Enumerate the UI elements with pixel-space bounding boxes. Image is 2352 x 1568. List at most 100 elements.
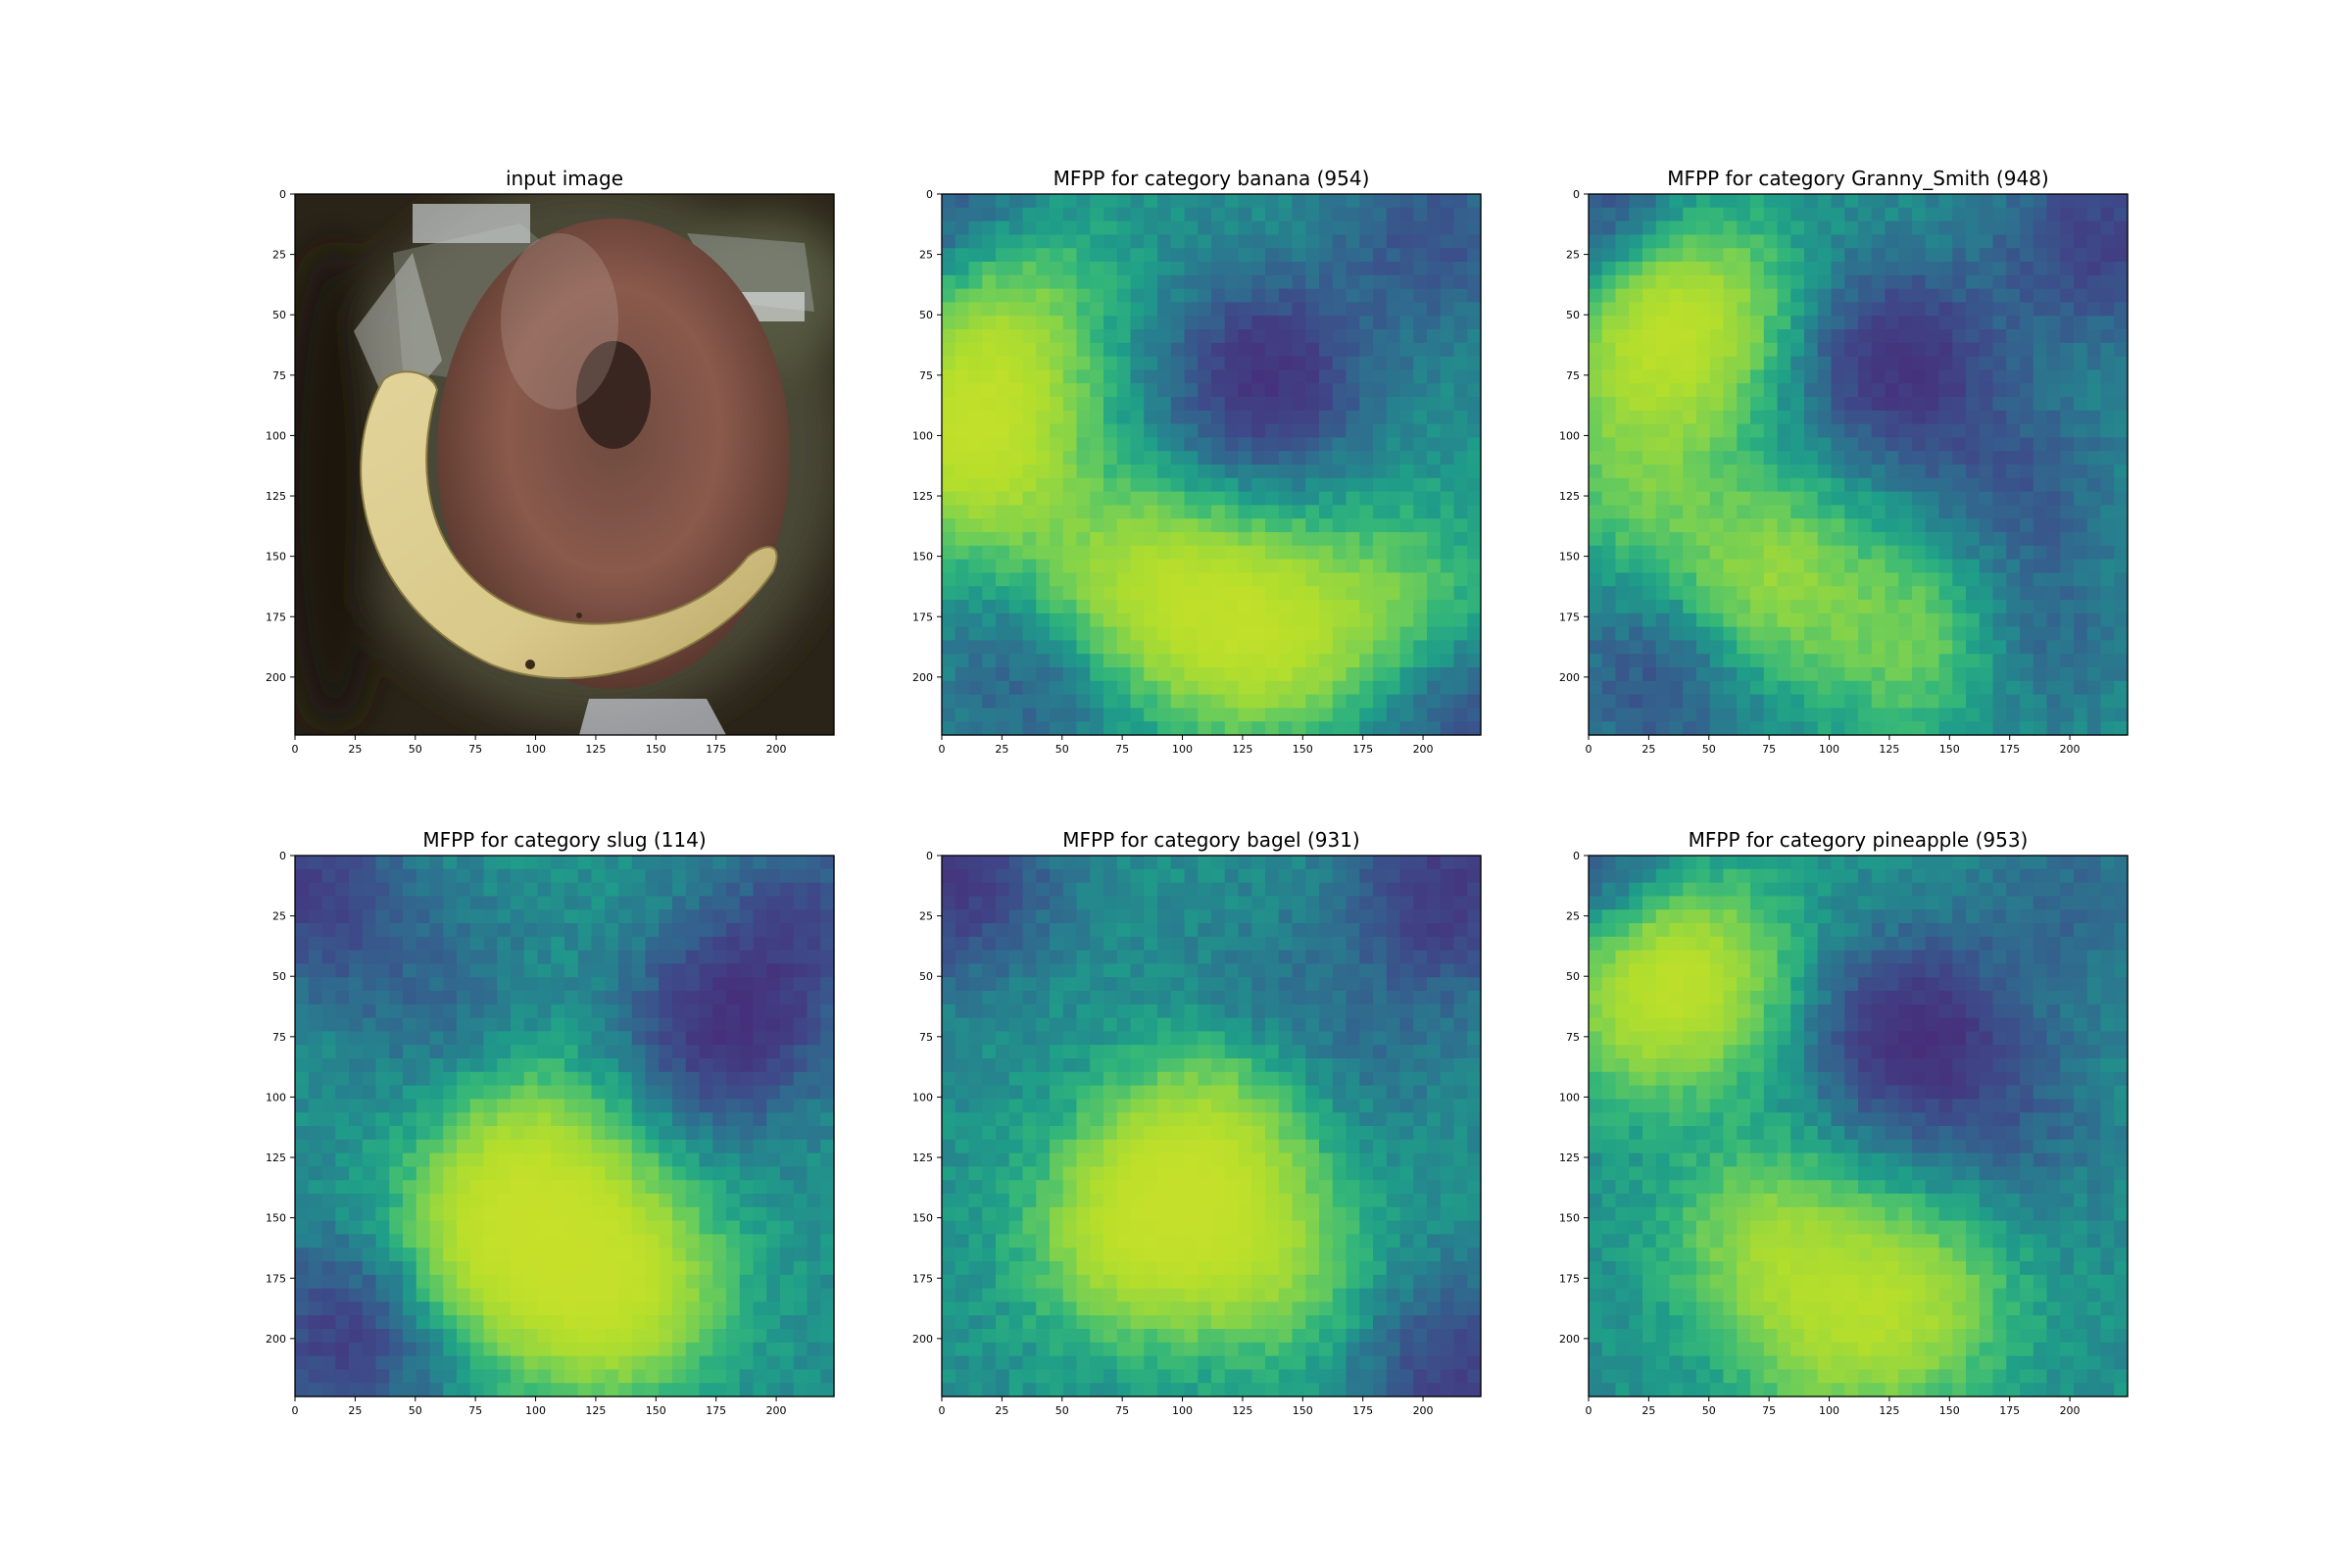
heatmap-cell [766,1342,781,1357]
axes-frame [1588,193,2129,736]
heatmap-cell [375,1369,390,1384]
heatmap-cell [2114,194,2129,209]
heatmap-cell [1090,532,1104,547]
heatmap-cell [699,991,713,1005]
heatmap-cell [1952,423,1967,438]
heatmap-cell [1090,451,1104,466]
heatmap-cell [523,1288,539,1302]
heatmap-cell [766,936,781,952]
heatmap-cell [685,1099,701,1113]
heatmap-cell [1130,856,1145,870]
heatmap-cell [375,991,390,1005]
heatmap-cell [753,977,767,992]
heatmap-cell [1198,694,1212,709]
heatmap-cell [1844,248,1859,263]
heatmap-cell [672,1315,687,1330]
heatmap-cell [1669,545,1684,561]
heatmap-cell [497,1139,512,1154]
donut-hole [576,341,651,449]
y-tick-label: 175 [1559,611,1580,623]
heatmap-cell [1737,694,1751,709]
heatmap-cell [726,909,741,924]
heatmap-cell [1157,680,1172,696]
heatmap-cell [1642,220,1657,235]
heatmap-cell [1952,383,1967,398]
heatmap-cell [1871,708,1886,722]
heatmap-cell [2020,708,2034,722]
heatmap-cell [1629,423,1643,438]
heatmap-cell [389,1126,404,1141]
heatmap-cell [1709,248,1725,263]
heatmap-cell [1858,397,1873,412]
heatmap-cell [551,1180,565,1195]
heatmap-cell [1265,654,1280,668]
heatmap-cell [820,1139,835,1154]
heatmap-cell [443,1031,458,1046]
heatmap-cell [1683,207,1697,222]
heatmap-cell [1346,302,1360,317]
heatmap-cell [469,1112,485,1127]
heatmap-cell [1750,220,1765,235]
heatmap-cell [1723,491,1738,506]
heatmap-cell [1157,383,1172,398]
heatmap-cell [820,991,835,1005]
heatmap-cell [1615,680,1630,696]
heatmap-cell [308,1166,323,1181]
heatmap-cell [955,694,970,709]
heatmap-cell [1898,532,1913,547]
heatmap-cell [457,1071,471,1087]
heatmap-cell [1036,329,1051,344]
heatmap-cell [1885,194,1899,209]
heatmap-cell [1211,423,1226,438]
heatmap-cell [1992,451,2007,466]
heatmap-cell [295,923,310,938]
heatmap-cell [362,1234,377,1249]
heatmap-cell [1022,316,1037,330]
heatmap-cell [1399,397,1414,412]
heatmap-cell [766,1383,781,1397]
heatmap-cell [1696,437,1711,452]
heatmap-cell [1251,316,1266,330]
heatmap-cell [955,437,970,452]
heatmap-cell [1979,220,1994,235]
heatmap-cell [1804,572,1819,587]
heatmap-cell [1831,491,1845,506]
heatmap-cell [2114,680,2129,696]
heatmap-cell [1170,316,1186,330]
heatmap-cell [1642,612,1657,628]
heatmap-cell [942,626,956,641]
heatmap-cell [511,1234,525,1249]
heatmap-cell [1062,274,1078,290]
heatmap-cell [820,950,835,964]
heatmap-cell [497,1248,512,1262]
heatmap-cell [820,1288,835,1302]
heatmap-cell [1022,342,1037,358]
heatmap-cell [1198,708,1212,722]
heatmap-cell [968,680,983,696]
heatmap-cell [389,1099,404,1113]
heatmap-cell [1629,667,1643,682]
heatmap-cell [1669,451,1684,466]
heatmap-cell [1925,612,1940,628]
heatmap-cell [726,1126,741,1141]
heatmap-cell [712,1194,727,1208]
heatmap-cell [942,694,956,709]
heatmap-cell [659,1383,673,1397]
heatmap-cell [1589,316,1603,330]
heatmap-cell [1831,383,1845,398]
heatmap-cell [1386,626,1401,641]
heatmap-cell [1858,518,1873,533]
heatmap-cell [1885,274,1899,290]
heatmap-cell [335,856,350,870]
heatmap-cell [645,1058,660,1073]
heatmap-cell [1373,302,1388,317]
heatmap-cell [807,1031,821,1046]
heatmap-cell [416,1261,431,1276]
heatmap-cell [564,1220,579,1235]
heatmap-cell [1925,288,1940,303]
heatmap-cell [1319,316,1334,330]
heatmap-cell [403,923,417,938]
heatmap-cell [551,1329,565,1344]
heatmap-cell [1116,220,1132,235]
heatmap-cell [1871,410,1886,425]
